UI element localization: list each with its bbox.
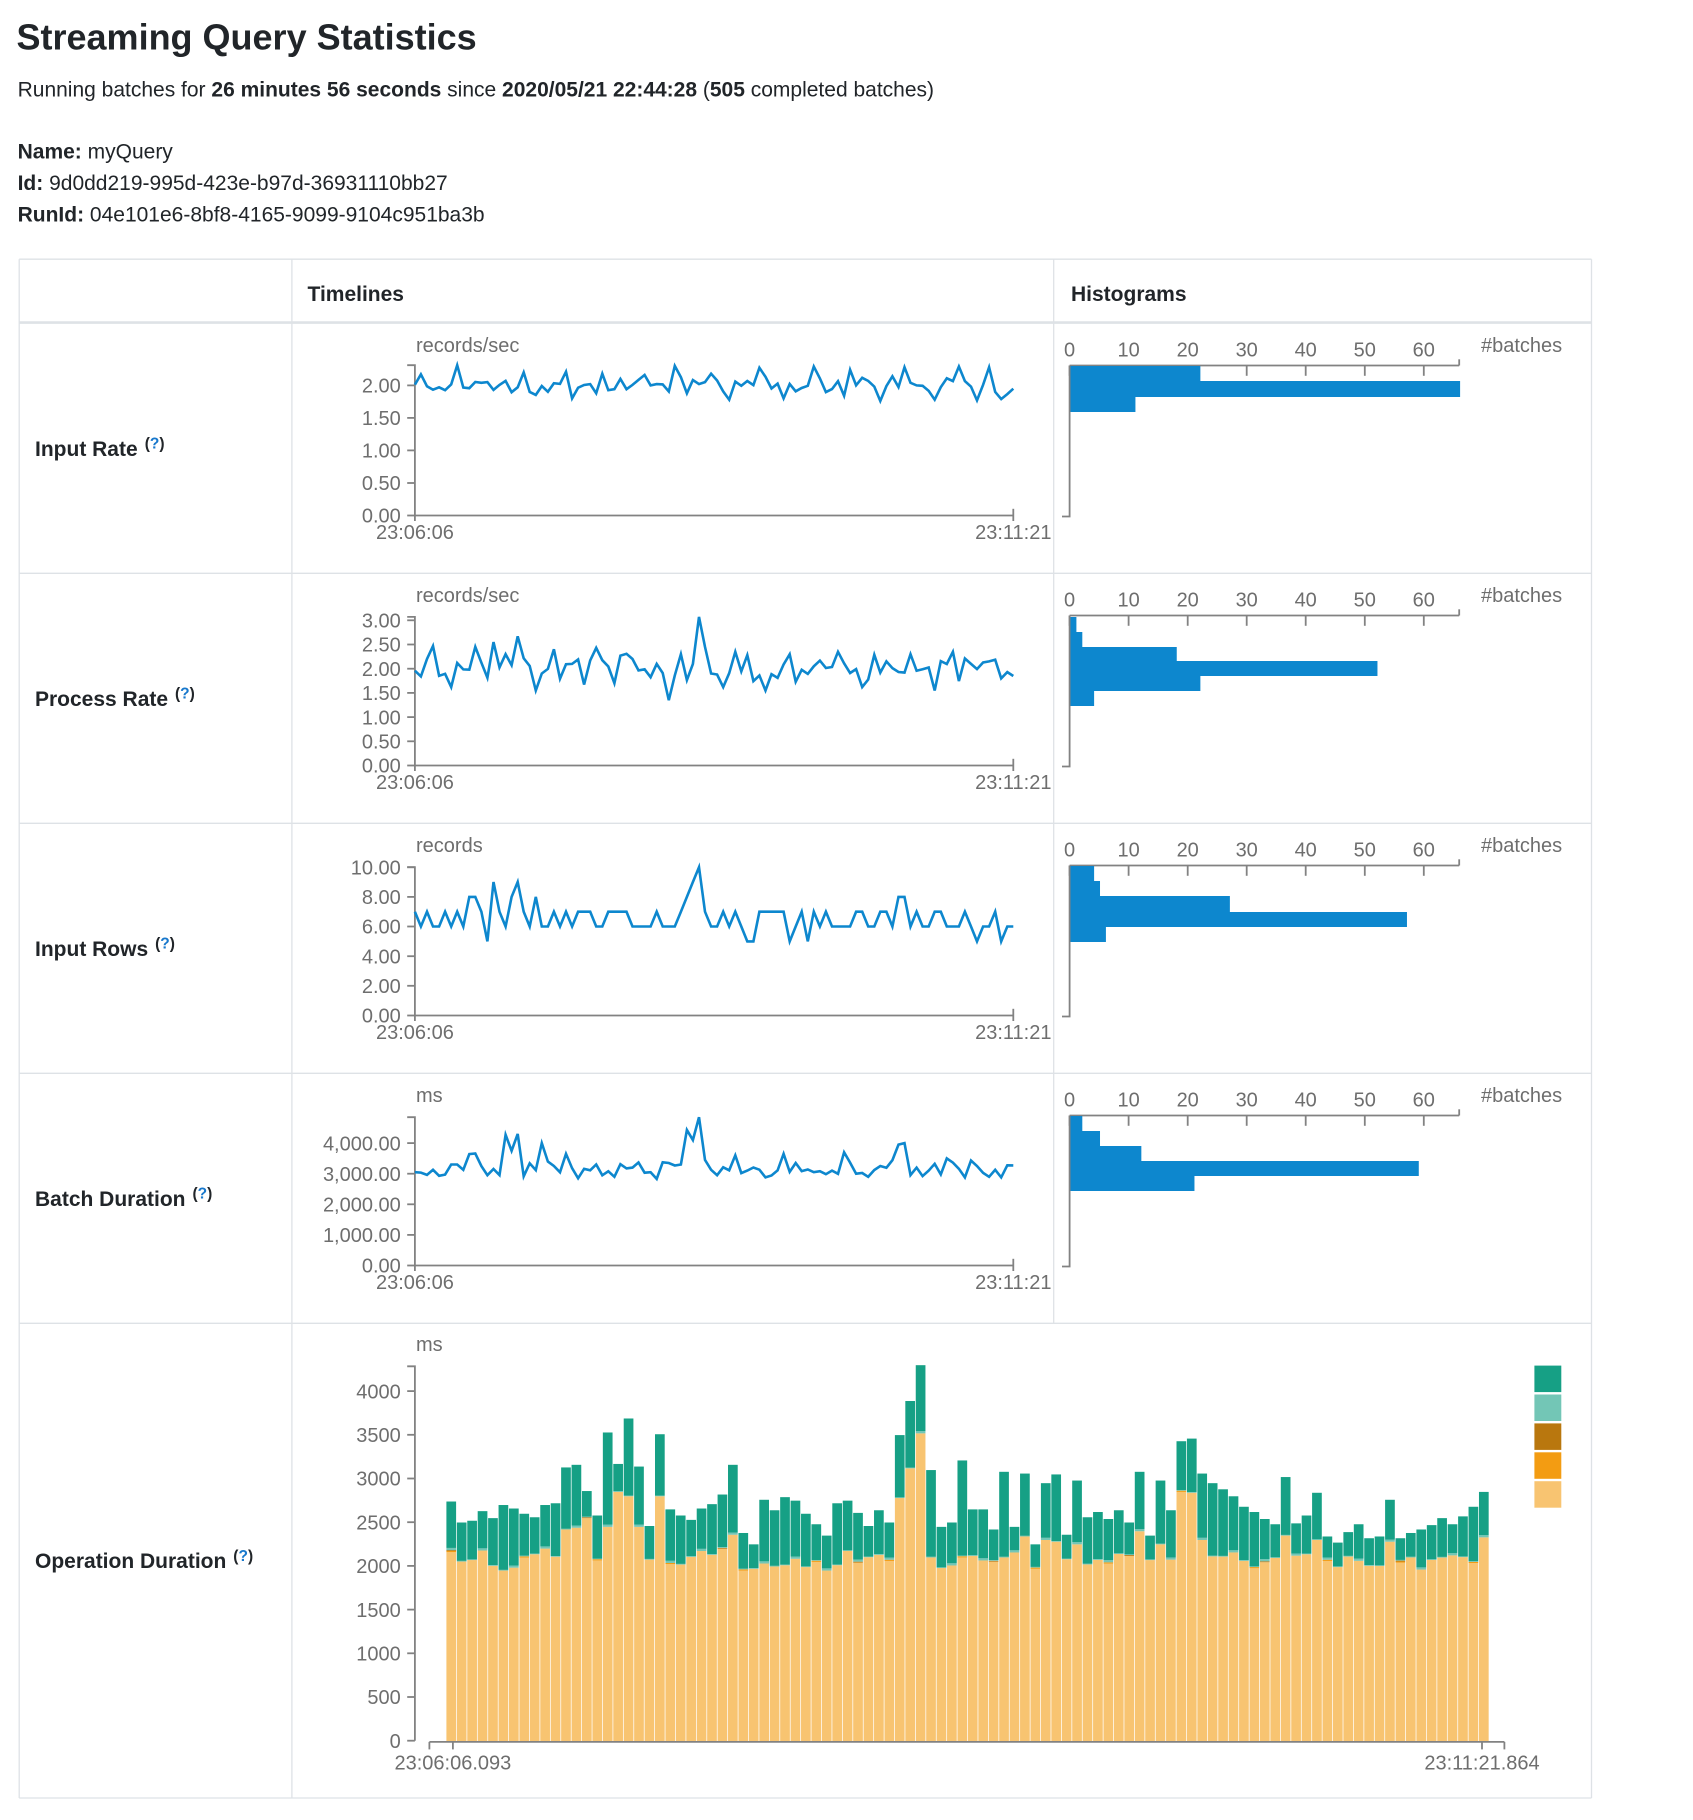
svg-text:10: 10 [1117, 340, 1139, 362]
svg-text:(?): (?) [233, 1548, 253, 1565]
svg-text:3,000.00: 3,000.00 [323, 1164, 401, 1186]
svg-text:30: 30 [1236, 1090, 1258, 1112]
svg-text:Id: 9d0dd219-995d-423e-b97d-36: Id: 9d0dd219-995d-423e-b97d-36931110bb27 [18, 172, 448, 195]
svg-text:23:11:21: 23:11:21 [975, 1022, 1051, 1044]
svg-text:23:06:06: 23:06:06 [376, 1022, 454, 1044]
svg-text:1,000.00: 1,000.00 [323, 1225, 401, 1247]
svg-text:ms: ms [416, 1085, 443, 1107]
svg-text:1.00: 1.00 [362, 707, 401, 729]
svg-text:RunId: 04e101e6-8bf8-4165-9099: RunId: 04e101e6-8bf8-4165-9099-9104c951b… [18, 204, 485, 227]
svg-text:0: 0 [390, 1731, 401, 1753]
svg-text:30: 30 [1236, 590, 1258, 612]
svg-text:30: 30 [1236, 840, 1258, 862]
svg-text:(?): (?) [175, 686, 195, 703]
svg-text:40: 40 [1295, 340, 1317, 362]
svg-text:2.50: 2.50 [362, 635, 401, 657]
svg-text:Timelines: Timelines [308, 283, 405, 306]
svg-text:0.00: 0.00 [362, 506, 401, 528]
svg-text:40: 40 [1295, 590, 1317, 612]
svg-text:(?): (?) [155, 936, 175, 953]
svg-text:10: 10 [1117, 840, 1139, 862]
svg-text:10: 10 [1117, 1090, 1139, 1112]
svg-text:1.50: 1.50 [362, 408, 401, 430]
svg-text:500: 500 [367, 1687, 400, 1709]
svg-text:Streaming Query Statistics: Streaming Query Statistics [17, 17, 477, 58]
svg-text:0.50: 0.50 [362, 473, 401, 495]
svg-text:8.00: 8.00 [362, 887, 401, 909]
svg-text:3500: 3500 [356, 1425, 401, 1447]
svg-text:0.50: 0.50 [362, 732, 401, 754]
svg-text:1000: 1000 [356, 1644, 401, 1666]
svg-text:20: 20 [1177, 340, 1199, 362]
svg-text:23:11:21: 23:11:21 [975, 522, 1051, 544]
svg-text:0: 0 [1064, 590, 1075, 612]
svg-text:Histograms: Histograms [1071, 283, 1187, 306]
svg-text:4.00: 4.00 [362, 946, 401, 968]
svg-text:records/sec: records/sec [416, 585, 519, 607]
svg-text:Input Rate: Input Rate [35, 438, 138, 461]
svg-text:1.00: 1.00 [362, 441, 401, 463]
svg-text:60: 60 [1413, 340, 1435, 362]
svg-text:6.00: 6.00 [362, 917, 401, 939]
svg-text:2,000.00: 2,000.00 [323, 1195, 401, 1217]
svg-text:Running batches for 26 minutes: Running batches for 26 minutes 56 second… [18, 79, 934, 102]
svg-text:(?): (?) [193, 1186, 213, 1203]
svg-text:40: 40 [1295, 840, 1317, 862]
svg-text:23:06:06: 23:06:06 [376, 522, 454, 544]
svg-text:1.50: 1.50 [362, 683, 401, 705]
svg-text:50: 50 [1354, 1090, 1376, 1112]
svg-text:#batches: #batches [1481, 335, 1562, 357]
svg-text:2500: 2500 [356, 1512, 401, 1534]
svg-text:2.00: 2.00 [362, 659, 401, 681]
svg-text:23:06:06: 23:06:06 [376, 772, 454, 794]
svg-text:Name: myQuery: Name: myQuery [18, 141, 174, 164]
svg-text:23:06:06: 23:06:06 [376, 1272, 454, 1294]
svg-text:23:11:21: 23:11:21 [975, 772, 1051, 794]
svg-text:23:11:21.864: 23:11:21.864 [1424, 1753, 1539, 1775]
svg-text:0.00: 0.00 [362, 1256, 401, 1278]
svg-text:4,000.00: 4,000.00 [323, 1133, 401, 1155]
svg-text:(?): (?) [145, 436, 165, 453]
svg-text:20: 20 [1177, 1090, 1199, 1112]
svg-text:2.00: 2.00 [362, 376, 401, 398]
svg-text:0: 0 [1064, 340, 1075, 362]
svg-text:3.00: 3.00 [362, 611, 401, 633]
svg-text:20: 20 [1177, 590, 1199, 612]
svg-text:60: 60 [1413, 1090, 1435, 1112]
svg-text:ms: ms [416, 1334, 443, 1356]
svg-text:23:11:21: 23:11:21 [975, 1272, 1051, 1294]
svg-text:1500: 1500 [356, 1600, 401, 1622]
svg-text:3000: 3000 [356, 1469, 401, 1491]
svg-text:2000: 2000 [356, 1556, 401, 1578]
svg-text:40: 40 [1295, 1090, 1317, 1112]
svg-text:10: 10 [1117, 590, 1139, 612]
svg-text:0: 0 [1064, 1090, 1075, 1112]
svg-text:30: 30 [1236, 340, 1258, 362]
svg-text:Input Rows: Input Rows [35, 938, 148, 961]
svg-text:2.00: 2.00 [362, 976, 401, 998]
svg-text:50: 50 [1354, 840, 1376, 862]
svg-text:20: 20 [1177, 840, 1199, 862]
svg-text:0.00: 0.00 [362, 1006, 401, 1028]
svg-text:records: records [416, 835, 483, 857]
svg-text:records/sec: records/sec [416, 335, 519, 357]
svg-text:#batches: #batches [1481, 1085, 1562, 1107]
svg-text:10.00: 10.00 [351, 857, 401, 879]
svg-text:0: 0 [1064, 840, 1075, 862]
svg-text:0.00: 0.00 [362, 756, 401, 778]
svg-text:23:06:06.093: 23:06:06.093 [395, 1753, 512, 1775]
svg-text:#batches: #batches [1481, 835, 1562, 857]
svg-text:50: 50 [1354, 340, 1376, 362]
svg-text:Batch Duration: Batch Duration [35, 1188, 186, 1211]
svg-text:#batches: #batches [1481, 585, 1562, 607]
svg-text:4000: 4000 [356, 1381, 401, 1403]
svg-text:50: 50 [1354, 590, 1376, 612]
svg-text:60: 60 [1413, 590, 1435, 612]
svg-text:Operation Duration: Operation Duration [35, 1550, 226, 1573]
svg-text:Process Rate: Process Rate [35, 688, 168, 711]
svg-text:60: 60 [1413, 840, 1435, 862]
